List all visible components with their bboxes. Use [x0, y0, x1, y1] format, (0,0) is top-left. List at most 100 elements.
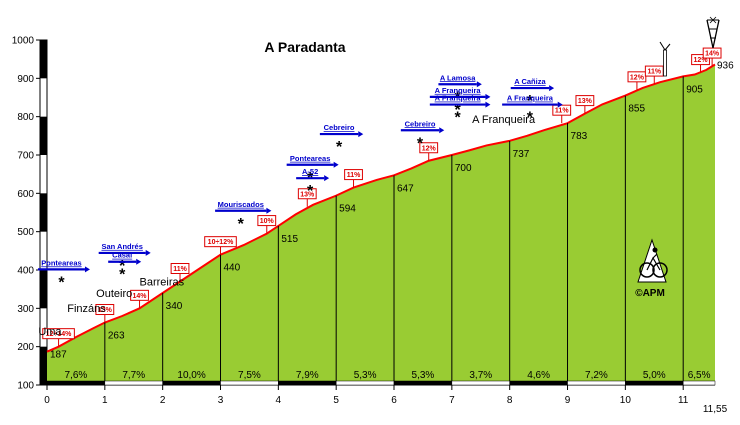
- altitude-labels: 187 263 340 440 515 594 647 700 737 783 855 905 936: [50, 61, 734, 361]
- grade-flag-label: 10%: [260, 218, 275, 225]
- junction-star-icon: *: [527, 110, 534, 127]
- direction-label: A Franqueira: [435, 86, 482, 95]
- chart-title: A Paradanta: [264, 39, 345, 55]
- direction-arrowhead: [485, 101, 491, 108]
- y-tick-label: 900: [17, 74, 34, 85]
- x-tick-label: 6: [391, 395, 397, 406]
- junction-star-icon: *: [455, 102, 462, 119]
- grade-flag-box: [204, 236, 237, 248]
- direction-arrowhead: [476, 81, 482, 88]
- grade-flag-label: 13%: [578, 98, 593, 105]
- x-tick-label: 3: [218, 395, 224, 406]
- junction-star-icon: *: [58, 274, 65, 291]
- grade-flag-box: [344, 169, 363, 181]
- segment-gradient-label: 6,5%: [688, 370, 711, 381]
- y-axis-block: [40, 40, 47, 79]
- direction-arrowhead: [145, 249, 151, 256]
- wind-turbine-icon: [659, 41, 671, 77]
- altitude-label: 340: [166, 301, 183, 312]
- grade-flag-box: [130, 289, 149, 301]
- segment-gradient-label: 7,2%: [585, 370, 608, 381]
- x-tick-label: 0: [44, 395, 50, 406]
- direction-label: San Andrés: [101, 242, 142, 251]
- segment-band: [46, 380, 106, 386]
- direction-label: A-52: [302, 167, 318, 176]
- y-axis-block: [40, 116, 47, 155]
- segment-band: [220, 380, 279, 386]
- junction-star-icon: *: [307, 183, 314, 200]
- junction-star-icon: *: [336, 139, 343, 156]
- segment-band: [567, 380, 626, 386]
- x-tick-label: 10: [620, 395, 632, 406]
- x-tick-label: 8: [507, 395, 513, 406]
- x-tick-label: 2: [160, 395, 166, 406]
- grade-flag-label: 12%: [422, 145, 437, 152]
- segment-band: [509, 380, 568, 386]
- altitude-label: 647: [397, 183, 414, 194]
- y-tick-label: 200: [17, 342, 34, 353]
- grade-flag-box: [297, 188, 317, 200]
- grade-flag-label: 13%: [300, 191, 315, 198]
- grade-flag-box: [42, 328, 75, 340]
- y-axis-block: [40, 270, 47, 309]
- segment-gradient-label: 5,3%: [354, 370, 377, 381]
- grade-flag-label: 11%: [347, 172, 361, 179]
- x-end-label: 11,55: [703, 404, 728, 415]
- y-axis-block: [40, 193, 47, 232]
- segment-band: [335, 380, 395, 386]
- x-tick-label: 5: [333, 395, 339, 406]
- junction-star-icon: *: [238, 216, 245, 233]
- y-axis-block: [40, 346, 47, 385]
- segment-gradient-label: 3,7%: [469, 370, 492, 381]
- grade-flag-box: [627, 71, 647, 83]
- altitude-label: 594: [339, 204, 356, 215]
- altitude-label: 855: [628, 104, 645, 115]
- altitude-label: 905: [686, 84, 703, 95]
- direction-arrowhead: [333, 161, 339, 168]
- apm-logo: ©APM: [635, 238, 668, 299]
- altitude-label: 783: [571, 131, 588, 142]
- y-tick-label: 500: [17, 227, 34, 238]
- altitude-label: 936: [717, 61, 734, 72]
- junction-star-icon: *: [527, 93, 534, 110]
- y-tick-label: 100: [17, 381, 34, 392]
- grade-flag-box: [257, 215, 277, 227]
- direction-arrowhead: [439, 127, 445, 134]
- place-label: Finzáns: [67, 303, 106, 315]
- direction-label: Casal: [112, 251, 132, 260]
- segment-band: [451, 380, 510, 386]
- altitude-label: 700: [455, 163, 472, 174]
- x-tick-label: 9: [565, 395, 571, 406]
- x-axis-ticks: 0 1 2 3 4 5 6 7 8 9 10 11 11,55: [44, 385, 728, 415]
- profile-area: [47, 64, 715, 386]
- altitude-label: 440: [224, 263, 241, 274]
- y-tick-label: 300: [17, 304, 34, 315]
- x-tick-label: 4: [276, 395, 282, 406]
- y-axis-blocks: [40, 40, 47, 385]
- segment-band: [104, 380, 163, 386]
- direction-label: A Franqueira: [507, 94, 554, 103]
- place-label: Uma: [38, 326, 62, 338]
- direction-arrowhead: [136, 258, 142, 265]
- grade-flag-label: 11%: [173, 266, 187, 273]
- profile-line: [46, 63, 716, 353]
- altitude-label: 515: [281, 234, 298, 245]
- segment-gradient-label: 7,5%: [238, 370, 261, 381]
- grade-flag-label: 11%: [647, 69, 661, 76]
- direction-label: Cebreiro: [324, 123, 355, 132]
- segment-band: [625, 380, 684, 386]
- grade-flag-box: [170, 263, 190, 274]
- direction-label: A Franqueira: [435, 94, 482, 103]
- direction-label: Ponteareas: [290, 154, 330, 163]
- grade-flag-label: 12%: [630, 74, 645, 81]
- logo-text: ©APM: [635, 288, 665, 299]
- grade-flag-label: 11%: [555, 108, 569, 115]
- grade-flag-label: 14%: [705, 51, 720, 58]
- y-tick-label: 600: [17, 189, 34, 200]
- y-tick-label: 400: [17, 266, 34, 277]
- segment-gradient-label: 7,9%: [296, 370, 319, 381]
- x-tick-label: 11: [678, 395, 689, 406]
- direction-signs: Ponteareas*San Andrés*Casal*Mouriscados*…: [37, 73, 563, 291]
- grade-flag-box: [552, 104, 572, 116]
